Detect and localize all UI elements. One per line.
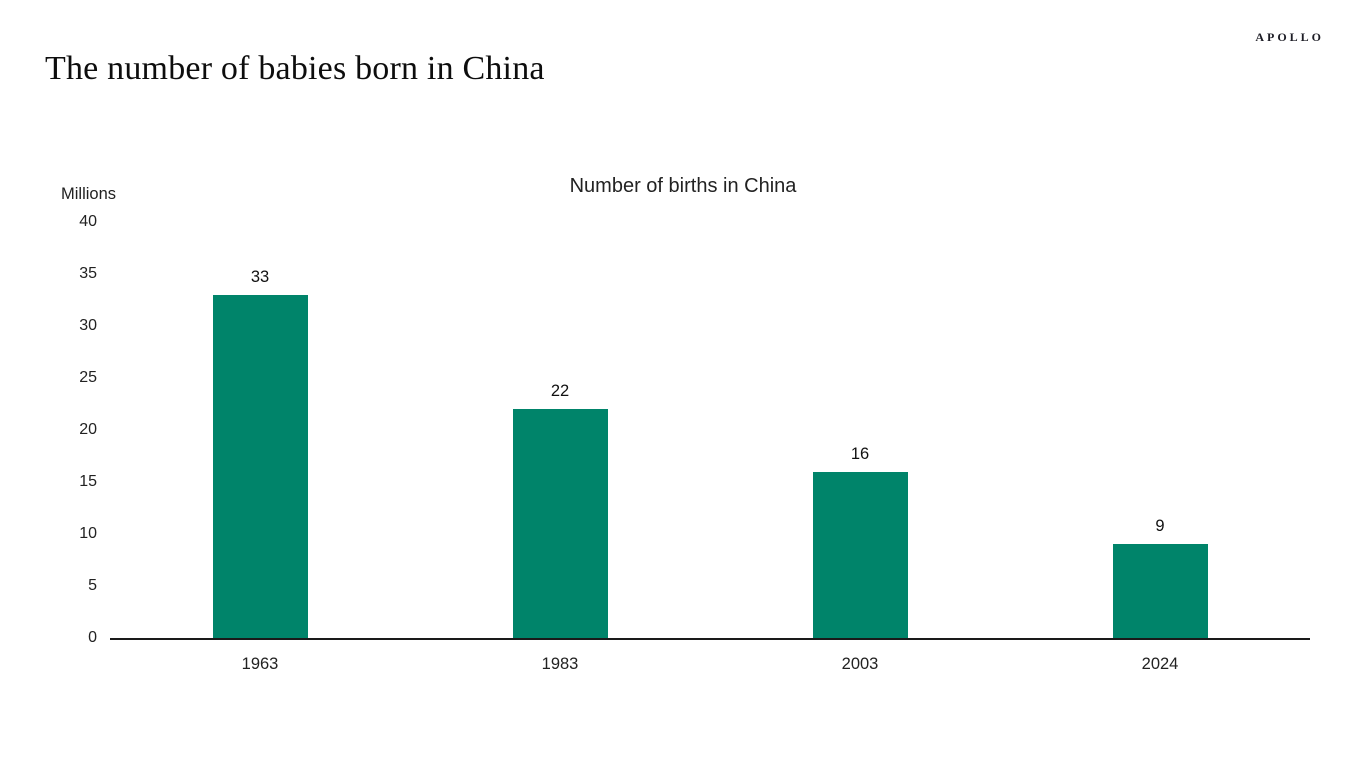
page-title: The number of babies born in China [45, 50, 545, 87]
y-tick-label: 5 [88, 577, 97, 594]
bar-value-label: 9 [1155, 517, 1165, 536]
bar [1112, 544, 1208, 638]
plot-area: 33 1963 22 1983 16 2003 9 2024 [110, 222, 1310, 673]
chart-title: Number of births in China [569, 175, 797, 197]
bar-value-label: 16 [850, 444, 870, 463]
y-axis-unit-label: Millions [61, 185, 117, 203]
x-tick-label: 1963 [241, 655, 279, 673]
x-tick-label: 1983 [541, 655, 579, 673]
bar [512, 409, 608, 638]
bar [212, 294, 308, 638]
y-tick-label: 10 [79, 525, 97, 542]
y-tick-label: 40 [79, 213, 97, 230]
y-axis: 40 35 30 25 20 15 10 5 0 [45, 213, 97, 646]
bar-value-label: 33 [250, 267, 270, 286]
bar-value-label: 22 [550, 382, 570, 401]
y-tick-label: 25 [79, 369, 97, 386]
y-tick-label: 30 [79, 317, 97, 334]
y-tick-label: 35 [79, 265, 97, 282]
brand-logo: APOLLO [1255, 30, 1324, 44]
y-tick-label: 20 [79, 421, 97, 438]
y-tick-label: 15 [79, 473, 97, 490]
x-tick-label: 2024 [1141, 655, 1179, 673]
x-tick-label: 2003 [841, 655, 879, 673]
y-tick-label: 0 [88, 629, 97, 646]
bar [812, 471, 908, 638]
